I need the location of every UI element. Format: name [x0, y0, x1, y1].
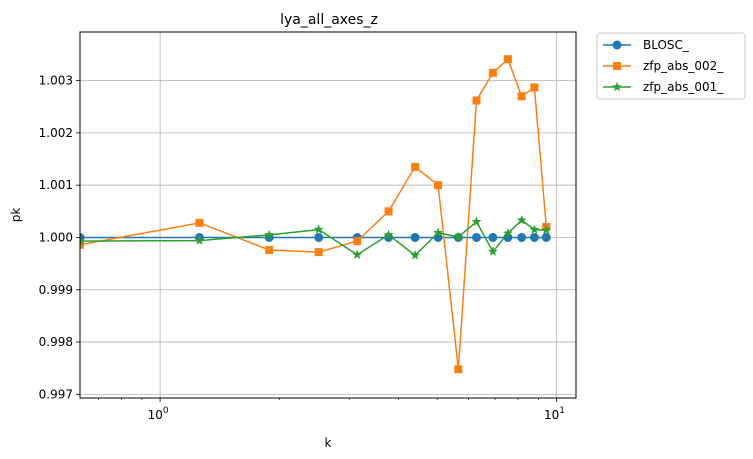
data-point	[503, 55, 512, 64]
x-tick-label-exponent: 1	[559, 406, 565, 416]
legend-label: zfp_abs_002_	[643, 59, 724, 73]
data-point	[384, 207, 393, 216]
y-tick-label: 1.003	[39, 74, 73, 88]
y-tick-label: 1.002	[39, 126, 73, 140]
legend-item: zfp_abs_001_	[603, 80, 724, 94]
y-axis-label: pk	[9, 208, 23, 223]
plot-frame	[79, 31, 577, 399]
legend-label: BLOSC_	[643, 38, 690, 52]
series-zfp-abs-002	[80, 55, 551, 374]
data-point	[433, 227, 444, 238]
x-axis-label: k	[325, 436, 332, 450]
legend-item: BLOSC_	[603, 38, 690, 52]
legend-box	[596, 32, 746, 100]
data-point	[313, 224, 324, 234]
data-point	[314, 248, 323, 257]
data-point	[529, 232, 539, 242]
data-point	[502, 227, 513, 238]
data-point	[353, 237, 362, 246]
data-point	[541, 224, 552, 235]
legend-swatch-marker	[611, 81, 623, 92]
data-point	[488, 232, 498, 242]
x-tick-label-base: 10	[148, 408, 163, 422]
data-point	[80, 240, 84, 249]
data-point	[410, 249, 421, 260]
data-point	[517, 92, 526, 101]
data-point	[410, 232, 420, 242]
data-point	[471, 216, 482, 227]
legend-label: zfp_abs_001_	[643, 80, 724, 94]
legend: BLOSC_ zfp_abs_002_ zfp_abs_001_	[596, 32, 746, 100]
data-point	[471, 232, 481, 242]
y-tick-label: 1.000	[39, 230, 73, 244]
y-tick-label: 1.001	[39, 178, 73, 192]
data-point	[264, 229, 275, 240]
x-tick-label: 101	[544, 406, 565, 422]
grid	[80, 32, 576, 398]
data-point	[314, 232, 324, 242]
series-zfp-abs-001	[80, 214, 552, 260]
data-point	[530, 83, 539, 92]
data-point	[434, 181, 443, 190]
data-point	[541, 232, 551, 242]
data-point	[488, 68, 497, 77]
data-point	[453, 231, 464, 242]
data-point	[352, 249, 363, 260]
x-tick-label: 100	[148, 406, 169, 422]
legend-item: zfp_abs_002_	[603, 59, 724, 73]
y-tick-label: 0.998	[39, 335, 73, 349]
data-point	[454, 365, 463, 374]
x-tick-label-base: 10	[544, 408, 559, 422]
data-point	[194, 235, 205, 245]
x-tick-label-exponent: 0	[163, 406, 169, 416]
data-point	[472, 96, 481, 105]
legend-swatch-marker	[613, 62, 621, 70]
data-point	[195, 218, 204, 227]
data-point	[383, 229, 394, 240]
data-point	[265, 246, 274, 255]
data-point	[80, 235, 86, 246]
data-point	[517, 232, 527, 242]
series-line	[80, 57, 548, 370]
series-layer	[80, 55, 552, 374]
chart-title: lya_all_axes_z	[280, 12, 378, 28]
data-point	[516, 214, 527, 225]
data-point	[487, 246, 498, 256]
data-point	[529, 224, 540, 234]
data-point	[411, 162, 420, 171]
y-tick-label: 0.999	[39, 283, 73, 297]
y-tick-label: 0.997	[39, 387, 73, 401]
legend-swatch-marker	[612, 40, 622, 50]
